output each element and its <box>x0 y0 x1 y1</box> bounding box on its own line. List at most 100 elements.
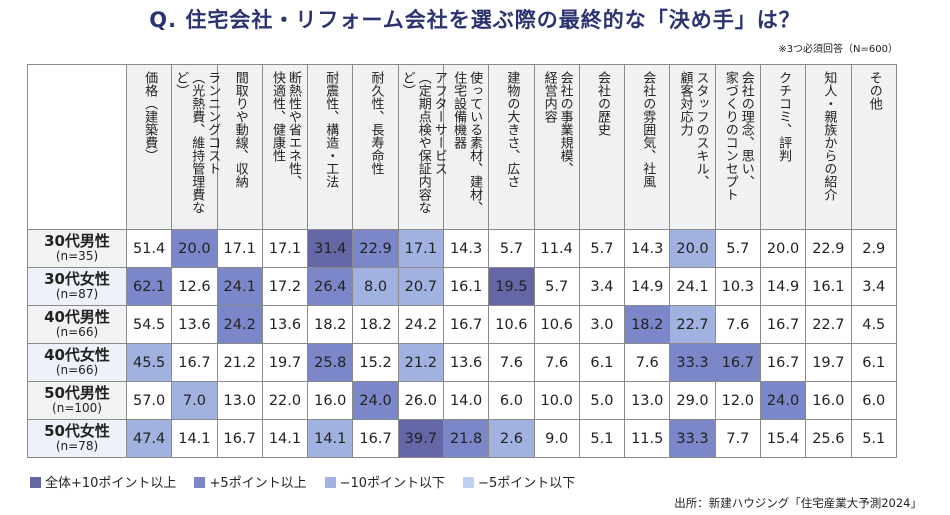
legend-label: −5ポイント以下 <box>478 476 576 491</box>
row-label: 30代女性 <box>44 269 110 288</box>
column-header-label: 会社の歴史 <box>594 71 610 136</box>
source-credit: 出所：新建ハウジング「住宅産業大予測2024」 <box>674 496 922 510</box>
row-header: 50代男性 (n=100) <box>27 381 127 420</box>
column-header: 耐震性、構造・工法 <box>307 64 354 230</box>
value-cell: 18.2 <box>352 305 399 344</box>
value-cell: 7.6 <box>624 343 671 382</box>
value-cell: 13.6 <box>171 305 218 344</box>
value-cell: 20.0 <box>759 229 807 268</box>
value-cell: 14.1 <box>171 419 218 458</box>
value-cell: 18.2 <box>307 305 354 344</box>
value-cell: 22.7 <box>805 305 852 344</box>
value-cell: 51.4 <box>125 229 173 268</box>
legend-label: −10ポイント以下 <box>339 476 446 491</box>
value-cell: 16.7 <box>171 343 218 382</box>
value-cell: 3.0 <box>578 305 626 344</box>
value-cell: 11.5 <box>624 419 671 458</box>
row-header: 30代女性 (n=87) <box>27 267 127 306</box>
value-cell: 26.0 <box>397 381 444 420</box>
value-cell: 47.4 <box>125 419 173 458</box>
column-header-label: 知人・親族からの紹介 <box>821 71 837 201</box>
row-sample-size: (n=66) <box>55 362 99 377</box>
column-header-label: クチコミ、評判 <box>776 71 792 162</box>
value-cell: 7.6 <box>488 343 535 382</box>
legend-swatch <box>463 477 475 488</box>
value-cell: 62.1 <box>125 267 173 306</box>
results-table: 価格（建築費） ランニングコスト （光熱費、維持管理費など） 間取りや動線、収納 断熱… <box>27 64 897 458</box>
corner-cell <box>27 64 127 230</box>
row-sample-size: (n=35) <box>55 248 99 263</box>
value-cell: 6.0 <box>488 381 535 420</box>
value-cell: 22.0 <box>261 381 309 420</box>
value-cell: 9.0 <box>533 419 580 458</box>
legend-item: −5ポイント以下 <box>463 472 575 491</box>
value-cell: 17.1 <box>261 229 309 268</box>
legend-swatch <box>324 477 336 488</box>
column-header: 会社の雰囲気、社風 <box>624 64 671 230</box>
chart-title: Q. 住宅会社・リフォーム会社を選ぶ際の最終的な「決め手」は？ <box>149 8 801 32</box>
value-cell: 16.1 <box>442 267 490 306</box>
value-cell: 17.2 <box>261 267 309 306</box>
row-label: 40代女性 <box>44 345 110 364</box>
value-cell: 7.6 <box>714 305 761 344</box>
value-cell: 24.2 <box>397 305 444 344</box>
row-label: 50代男性 <box>44 383 110 402</box>
value-cell: 6.1 <box>850 343 897 382</box>
value-cell: 13.0 <box>216 381 263 420</box>
value-cell: 20.0 <box>171 229 218 268</box>
column-header: 会社の事業規模、 経営内容 <box>533 64 580 230</box>
value-cell: 10.0 <box>533 381 580 420</box>
value-cell: 22.7 <box>669 305 716 344</box>
column-header-label: 建物の大きさ、広さ <box>504 71 520 188</box>
value-cell: 39.7 <box>397 419 444 458</box>
value-cell: 14.9 <box>759 267 807 306</box>
legend-item: +5ポイント以上 <box>194 472 307 491</box>
value-cell: 3.4 <box>578 267 626 306</box>
column-header-label: ランニングコスト （光熱費、維持管理費など） <box>173 71 221 214</box>
column-header: スタッフのスキル、 顧客対応力 <box>669 64 716 230</box>
row-header: 30代男性 (n=35) <box>27 229 127 268</box>
value-cell: 2.9 <box>850 229 897 268</box>
table-row: 40代男性 (n=66) 54.5 13.6 24.2 13.6 18.2 18.2 24.2 1… <box>27 305 897 344</box>
column-header-label: その他 <box>866 71 882 110</box>
column-header-label: 耐久性、長寿命性 <box>368 71 384 175</box>
column-header-label: 間取りや動線、収納 <box>232 71 248 188</box>
value-cell: 5.1 <box>578 419 626 458</box>
legend-item: 全体+10ポイント以上 <box>30 472 176 491</box>
column-header: ランニングコスト （光熱費、維持管理費など） <box>171 64 221 230</box>
value-cell: 54.5 <box>125 305 173 344</box>
value-cell: 15.4 <box>759 419 807 458</box>
value-cell: 14.3 <box>442 229 490 268</box>
column-header-label: 価格（建築費） <box>142 71 158 162</box>
row-header: 50代女性 (n=78) <box>27 419 127 458</box>
value-cell: 5.7 <box>714 229 761 268</box>
column-header-label: 会社の事業規模、 経営内容 <box>541 71 573 175</box>
value-cell: 26.4 <box>307 267 354 306</box>
column-header-label: スタッフのスキル、 顧客対応力 <box>677 71 709 188</box>
value-cell: 6.0 <box>850 381 897 420</box>
value-cell: 15.2 <box>352 343 399 382</box>
column-header: 使っている素材、建材、 住宅設備機器 <box>442 64 490 230</box>
column-header: 耐久性、長寿命性 <box>352 64 399 230</box>
response-note: ※3つ必須回答（N=600） <box>778 44 898 55</box>
value-cell: 20.7 <box>397 267 444 306</box>
value-cell: 12.0 <box>714 381 761 420</box>
value-cell: 10.6 <box>533 305 580 344</box>
value-cell: 24.2 <box>216 305 263 344</box>
value-cell: 16.0 <box>307 381 354 420</box>
value-cell: 25.6 <box>805 419 852 458</box>
value-cell: 24.0 <box>352 381 399 420</box>
value-cell: 21.2 <box>397 343 444 382</box>
legend-label: +5ポイント以上 <box>209 476 307 491</box>
value-cell: 16.0 <box>805 381 852 420</box>
value-cell: 19.5 <box>488 267 535 306</box>
row-sample-size: (n=100) <box>52 400 102 415</box>
value-cell: 20.0 <box>669 229 716 268</box>
value-cell: 21.2 <box>216 343 263 382</box>
value-cell: 13.6 <box>261 305 309 344</box>
value-cell: 31.4 <box>307 229 354 268</box>
value-cell: 17.1 <box>397 229 444 268</box>
value-cell: 22.9 <box>805 229 852 268</box>
legend-item: −10ポイント以下 <box>324 472 446 491</box>
value-cell: 12.6 <box>171 267 218 306</box>
